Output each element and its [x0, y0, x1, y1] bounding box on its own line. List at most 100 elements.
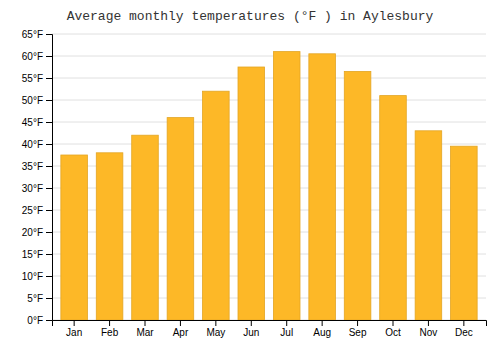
- y-tick-label: 35°F: [22, 161, 43, 172]
- y-tick-label: 0°F: [27, 315, 43, 326]
- bar: [309, 54, 336, 320]
- x-tick-mark: [251, 320, 252, 326]
- x-tick-label: Apr: [173, 327, 189, 338]
- bars: [61, 52, 477, 320]
- x-tick-label: May: [206, 327, 225, 338]
- x-tick-mark: [145, 320, 146, 326]
- y-axis-line: [46, 35, 53, 321]
- y-tick-mark: [46, 34, 52, 35]
- x-tick-label: Oct: [385, 327, 401, 338]
- bar: [344, 71, 371, 320]
- y-tick-mark: [46, 144, 52, 145]
- y-tick: 5°F: [27, 293, 52, 304]
- y-tick: 15°F: [22, 249, 52, 260]
- bar: [451, 146, 478, 320]
- y-tick: 60°F: [22, 51, 52, 62]
- x-tick-mark: [393, 320, 394, 326]
- x-tick-mark: [180, 320, 181, 326]
- y-tick: 10°F: [22, 271, 52, 282]
- x-tick: Aug: [313, 320, 331, 338]
- y-tick-mark: [46, 232, 52, 233]
- bar: [380, 96, 407, 320]
- x-tick: Nov: [420, 320, 438, 338]
- x-tick: Jul: [280, 320, 293, 338]
- x-tick: Oct: [385, 320, 401, 338]
- x-tick: Jun: [243, 320, 259, 338]
- y-tick-label: 30°F: [22, 183, 43, 194]
- y-tick: 50°F: [22, 95, 52, 106]
- x-tick-mark: [215, 320, 216, 326]
- x-tick: Sep: [349, 320, 367, 338]
- y-tick-mark: [46, 210, 52, 211]
- y-tick-mark: [46, 166, 52, 167]
- y-tick-mark: [46, 298, 52, 299]
- y-tick-mark: [46, 254, 52, 255]
- y-tick-mark: [46, 100, 52, 101]
- chart: Average monthly temperatures (°F ) in Ay…: [0, 0, 500, 350]
- x-tick-label: Aug: [313, 327, 331, 338]
- x-tick-label: Mar: [136, 327, 154, 338]
- x-tick: Jan: [66, 320, 82, 338]
- y-tick-mark: [46, 188, 52, 189]
- x-tick-label: Jul: [280, 327, 293, 338]
- y-tick-mark: [46, 56, 52, 57]
- grid-line: [52, 34, 486, 35]
- grid-line: [52, 78, 486, 79]
- x-tick-mark: [322, 320, 323, 326]
- x-tick-label: Sep: [349, 327, 367, 338]
- y-axis: 0°F 5°F 10°F 15°F 20°F 25°F 30°F 35°F 40°F 45°F 50…: [22, 29, 53, 326]
- bar: [61, 155, 88, 320]
- y-tick-mark: [46, 320, 52, 321]
- y-tick-label: 25°F: [22, 205, 43, 216]
- grid-line: [52, 56, 486, 57]
- y-tick-label: 15°F: [22, 249, 43, 260]
- y-tick: 20°F: [22, 227, 52, 238]
- grid-line: [52, 100, 486, 101]
- x-axis-line: [53, 321, 487, 327]
- bar: [132, 135, 159, 320]
- bar: [415, 131, 442, 320]
- x-tick-mark: [463, 320, 464, 326]
- y-tick: 0°F: [27, 315, 52, 326]
- y-tick-label: 10°F: [22, 271, 43, 282]
- y-tick-label: 60°F: [22, 51, 43, 62]
- plot: 0°F 5°F 10°F 15°F 20°F 25°F 30°F 35°F 40°F 45°F 50…: [22, 29, 487, 338]
- y-tick-label: 20°F: [22, 227, 43, 238]
- x-tick-label: Jan: [66, 327, 82, 338]
- y-tick-label: 50°F: [22, 95, 43, 106]
- bar: [167, 118, 194, 320]
- y-tick: 65°F: [22, 29, 52, 40]
- y-tick: 30°F: [22, 183, 52, 194]
- x-tick-mark: [286, 320, 287, 326]
- y-tick-mark: [46, 122, 52, 123]
- x-tick: May: [206, 320, 225, 338]
- y-tick-label: 55°F: [22, 73, 43, 84]
- x-tick: Mar: [136, 320, 154, 338]
- bar: [203, 91, 230, 320]
- x-tick-label: Jun: [243, 327, 259, 338]
- x-tick: Dec: [455, 320, 473, 338]
- bar: [238, 67, 265, 320]
- y-tick-label: 45°F: [22, 117, 43, 128]
- y-tick: 45°F: [22, 117, 52, 128]
- y-tick-label: 40°F: [22, 139, 43, 150]
- y-tick: 55°F: [22, 73, 52, 84]
- bar: [96, 153, 123, 320]
- grid: [52, 34, 486, 320]
- grid-line: [52, 122, 486, 123]
- x-tick-label: Dec: [455, 327, 473, 338]
- y-tick-mark: [46, 78, 52, 79]
- x-tick-mark: [74, 320, 75, 326]
- x-tick-mark: [357, 320, 358, 326]
- x-tick-mark: [109, 320, 110, 326]
- y-tick-label: 65°F: [22, 29, 43, 40]
- y-tick-label: 5°F: [27, 293, 43, 304]
- title: Average monthly temperatures (°F ) in Ay…: [67, 9, 434, 24]
- x-axis: Jan Feb Mar Apr May Jun Jul Aug Sep Oct Nov Dec: [53, 320, 487, 338]
- x-tick: Feb: [101, 320, 119, 338]
- y-tick: 40°F: [22, 139, 52, 150]
- x-tick-label: Nov: [420, 327, 438, 338]
- x-tick-mark: [428, 320, 429, 326]
- bar: [273, 52, 300, 320]
- y-tick-mark: [46, 276, 52, 277]
